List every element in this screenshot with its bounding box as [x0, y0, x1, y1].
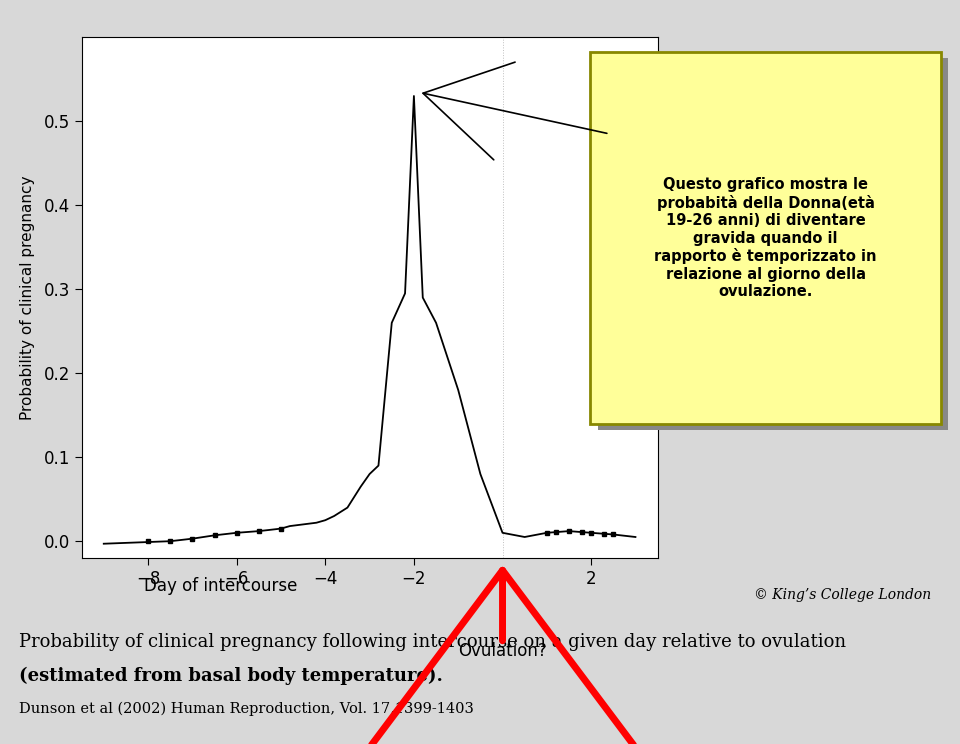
Text: Day of intercourse: Day of intercourse [144, 577, 298, 595]
Text: © King’s College London: © King’s College London [754, 588, 931, 602]
Y-axis label: Probability of clinical pregnancy: Probability of clinical pregnancy [20, 176, 36, 420]
Text: Questo grafico mostra le
probabità della Donna(età
19-26 anni) di diventare
grav: Questo grafico mostra le probabità della… [655, 177, 876, 299]
Text: Probability of clinical pregnancy following intercourse on a given day relative : Probability of clinical pregnancy follow… [19, 633, 847, 651]
Text: Ovulation?: Ovulation? [458, 642, 547, 660]
Text: Dunson et al (2002) Human Reproduction, Vol. 17,1399-1403: Dunson et al (2002) Human Reproduction, … [19, 702, 474, 716]
Text: (estimated from basal body temperature).: (estimated from basal body temperature). [19, 667, 444, 684]
